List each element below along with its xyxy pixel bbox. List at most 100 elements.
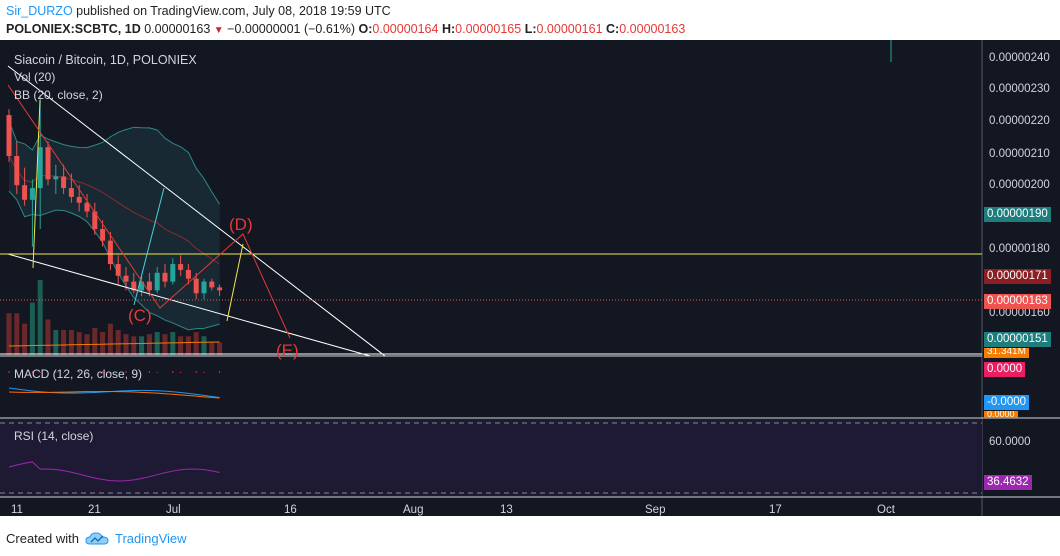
footer: Created with TradingView [6,531,187,546]
candle-body [14,155,20,186]
volume-bar [123,334,129,355]
time-axis-label: Aug [403,504,423,516]
volume-bar [178,336,184,355]
chart-grid [0,40,1060,516]
trendline-upper [7,65,386,357]
macd-tag: -0.0000 [984,395,1030,410]
candle-body [6,115,12,156]
candles [6,94,223,300]
candle-body [92,211,98,230]
last-price: 0.00000163 [144,22,211,36]
open-label: O: [358,22,373,36]
author-link[interactable]: Sir_DURZO [6,4,73,18]
rsi-legend[interactable]: RSI (14, close) [14,429,94,443]
candle-body [162,272,168,282]
volume-ma-line [8,341,220,347]
time-axis-label: Sep [645,504,665,516]
candle-body [170,264,176,282]
volume-bar [185,336,191,355]
volume-tag: 31.341M [984,348,1029,358]
open-value: 0.00000164 [372,22,439,36]
wave-red [7,84,291,339]
time-axis-label: 17 [769,504,782,516]
volume-bar [139,336,145,355]
publish-text: published on TradingView.com, July 08, 2… [72,4,391,18]
signal-tag: 0.0000 [984,411,1018,418]
ohlc-bar: POLONIEX:SCBTC, 1D 0.00000163 ▼ −0.00000… [6,22,685,36]
price-axis-label: 0.00000160 [989,307,1050,319]
price-change: −0.00000001 (−0.61%) [227,22,356,36]
candle-body [100,229,106,241]
chart-area[interactable]: 0.00000240 0.00000230 0.00000220 0.00000210… [0,40,1060,516]
volume-bar [146,334,152,355]
volume-bar [29,302,35,355]
last-price-tag: 0.00000163 [984,294,1051,309]
bb-upper-line [8,120,221,205]
wave-cyan [133,187,165,306]
rsi-axis-label: 60.0000 [989,436,1031,448]
candle-body [209,281,215,288]
bb-lower-tag: 0.00000151 [984,332,1051,347]
tradingview-brand[interactable]: TradingView [114,531,187,546]
candle-body [123,275,129,282]
volume-bar [14,313,20,355]
candle-body [53,176,59,180]
volume-bar [45,319,51,355]
candle-body [29,188,35,200]
volume-bar [92,327,98,355]
bb-lower-line [8,190,220,331]
price-axis-label: 0.00000230 [989,83,1050,95]
volume-bar [6,313,12,355]
bb-basis-line [8,155,220,265]
rsi-line [8,461,220,482]
chart-canvas[interactable]: 0.00000240 0.00000230 0.00000220 0.00000210… [0,40,1060,516]
candle-body [217,287,223,291]
bb-legend[interactable]: BB (20, close, 2) [14,88,103,102]
high-value: 0.00000165 [455,22,522,36]
price-axis-label: 0.00000210 [989,148,1050,160]
volume-legend[interactable]: Vol (20) [14,70,56,84]
volume-bar [61,330,67,355]
volume-bar [68,330,74,355]
volume-bar [53,330,59,355]
volume-bar [76,332,82,355]
volume-bar [115,330,121,355]
rsi-line [8,461,220,482]
candle-body [185,269,191,279]
candle-body [115,264,121,276]
price-axis-label: 0.00000240 [989,52,1050,64]
trendline-lower [7,253,371,357]
high-label: H: [441,22,456,36]
volume-bar [193,332,199,355]
signal-line [8,391,220,399]
wave-label-d: (D) [229,215,253,234]
volume-bar [100,332,106,355]
volume-bar [37,280,43,355]
pane-title: Siacoin / Bitcoin, 1D, POLONIEX [14,53,197,67]
candle-body [22,185,28,200]
price-axis[interactable]: 0.00000240 0.00000230 0.00000220 0.00000210… [989,52,1050,487]
wave-yellow-1 [32,99,41,269]
symbol-label: POLONIEX:SCBTC, 1D [6,22,141,36]
down-arrow-icon: ▼ [213,25,224,36]
volume-bar [22,323,28,355]
drawings [0,40,982,357]
volume-bar [131,336,137,355]
candle-body [45,147,51,180]
time-axis-label: 16 [284,504,297,516]
candle-body [84,202,90,212]
volume-bar [201,336,207,355]
publish-info: Sir_DURZO published on TradingView.com, … [6,4,391,18]
candle-body [178,264,184,270]
price-axis-label: 0.00000180 [989,243,1050,255]
time-axis[interactable]: 11 21 Jul 16 Aug 13 Sep 17 Oct [11,504,896,516]
macd-hist-tag: 0.0000 [984,362,1026,377]
wave-label-e: (E) [276,341,299,360]
time-axis-label: 21 [88,504,101,516]
close-label: C: [606,22,620,36]
cloud-logo-icon [85,531,109,544]
time-axis-label: 13 [500,504,513,516]
macd-legend[interactable]: MACD (12, 26, close, 9) [14,367,143,381]
wave-yellow-2 [226,243,244,322]
bb-basis-tag: 0.00000171 [984,269,1051,284]
